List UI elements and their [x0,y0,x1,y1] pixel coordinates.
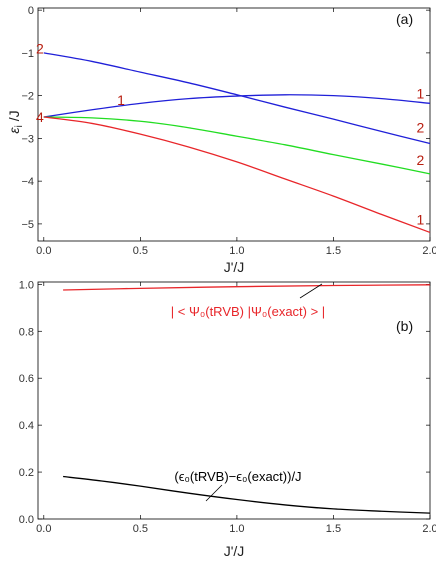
panel-b-xtick-label: 0.5 [133,523,148,535]
panel-b-frame [37,281,431,520]
panel-a-ytick-label: −2 [21,91,34,103]
panel-b-xlabel: J'/J [224,543,245,559]
panel-b-label: (b) [396,318,413,334]
panel-b-xtick-label: 2.0 [422,523,436,535]
panel-b-ytick-label: 0.0 [19,514,34,526]
panel-b-ytick-label: 0.2 [19,467,34,479]
panel-b: (b) 0.0 0.5 1.0 1.5 2.0 0.0 0.2 0.4 0.6 0.8 1.0 | … [19,279,436,559]
panel-a-curve-label: 1 [117,92,125,108]
panel-a-ylabel: εi /J [6,110,25,133]
panel-a-xtick-label: 1.0 [229,245,244,257]
panel-a-xlabel: J'/J [224,259,245,275]
panel-b-curves [63,284,431,514]
panel-a-curve-label: 2 [36,41,44,57]
panel-a-curve-label: 2 [416,152,424,168]
panel-a-curve-label: 4 [36,109,44,125]
panel-a: (a) 0.0 0.5 1.0 1.5 2.0 0 −1 −2 −3 −4 −5 2 4 1 1 2 2 1 ε… [6,5,436,275]
panel-a-xtick-label: 2.0 [422,245,436,257]
panel-a-xtick-label: 0.5 [133,245,148,257]
panel-b-ytick-label: 0.4 [19,420,34,432]
panel-b-ytick-label: 0.8 [19,326,34,338]
panel-a-ytick-label: −4 [21,176,34,188]
panel-a-series-green-line [43,116,431,175]
panel-a-xtick-label: 1.5 [326,245,341,257]
panel-b-series-black-line [63,475,431,514]
panel-a-ytick-label: 0 [28,5,34,17]
panel-a-ytick-label: −1 [21,48,34,60]
panel-a-series-blue-line [43,52,431,145]
panel-b-ytick-label: 0.6 [19,373,34,385]
energy-diff-arrow [205,484,223,502]
overlap-annotation: | < Ψ₀(tRVB) |Ψ₀(exact) > | [171,304,325,319]
panel-b-xtick-label: 1.5 [326,523,341,535]
panel-a-series-blue-line [43,94,431,118]
panel-b-xtick-label: 1.0 [229,523,244,535]
panel-a-ticks: 0.0 0.5 1.0 1.5 2.0 0 −1 −2 −3 −4 −5 [21,5,436,257]
panel-a-curve-labels: 2 4 1 1 2 2 1 [36,41,424,228]
panel-a-curve-label: 1 [416,86,424,102]
panel-a-xtick-label: 0.0 [36,245,51,257]
panel-a-ytick-label: −5 [21,219,34,231]
overlap-arrow [299,283,323,299]
panel-b-ytick-label: 1.0 [19,279,34,291]
panel-a-curve-label: 2 [416,120,424,136]
panel-a-frame [37,7,431,242]
panel-a-series-red-line [43,116,431,234]
panel-a-curves [43,52,431,234]
panel-b-series-red-line [63,284,431,291]
panel-a-ytick-label: −3 [21,133,34,145]
energy-diff-annotation: (ϵ₀(tRVB)−ϵ₀(exact))/J [174,469,301,484]
panel-a-curve-label: 1 [416,212,424,228]
panel-b-xtick-label: 0.0 [36,523,51,535]
panel-b-ticks: 0.0 0.5 1.0 1.5 2.0 0.0 0.2 0.4 0.6 0.8 1.0 [19,279,436,535]
panel-a-label: (a) [396,11,413,27]
